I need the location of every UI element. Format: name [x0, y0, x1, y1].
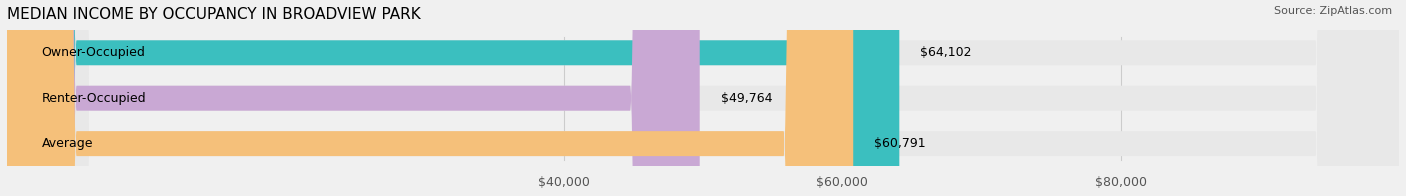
FancyBboxPatch shape: [7, 0, 1399, 196]
Text: Average: Average: [42, 137, 93, 150]
Text: MEDIAN INCOME BY OCCUPANCY IN BROADVIEW PARK: MEDIAN INCOME BY OCCUPANCY IN BROADVIEW …: [7, 7, 420, 22]
Text: Renter-Occupied: Renter-Occupied: [42, 92, 146, 105]
FancyBboxPatch shape: [7, 0, 853, 196]
FancyBboxPatch shape: [7, 0, 900, 196]
FancyBboxPatch shape: [7, 0, 1399, 196]
FancyBboxPatch shape: [7, 0, 700, 196]
FancyBboxPatch shape: [7, 0, 1399, 196]
Text: Source: ZipAtlas.com: Source: ZipAtlas.com: [1274, 6, 1392, 16]
Text: Owner-Occupied: Owner-Occupied: [42, 46, 146, 59]
Text: $64,102: $64,102: [920, 46, 972, 59]
Text: $49,764: $49,764: [721, 92, 772, 105]
Text: $60,791: $60,791: [875, 137, 925, 150]
